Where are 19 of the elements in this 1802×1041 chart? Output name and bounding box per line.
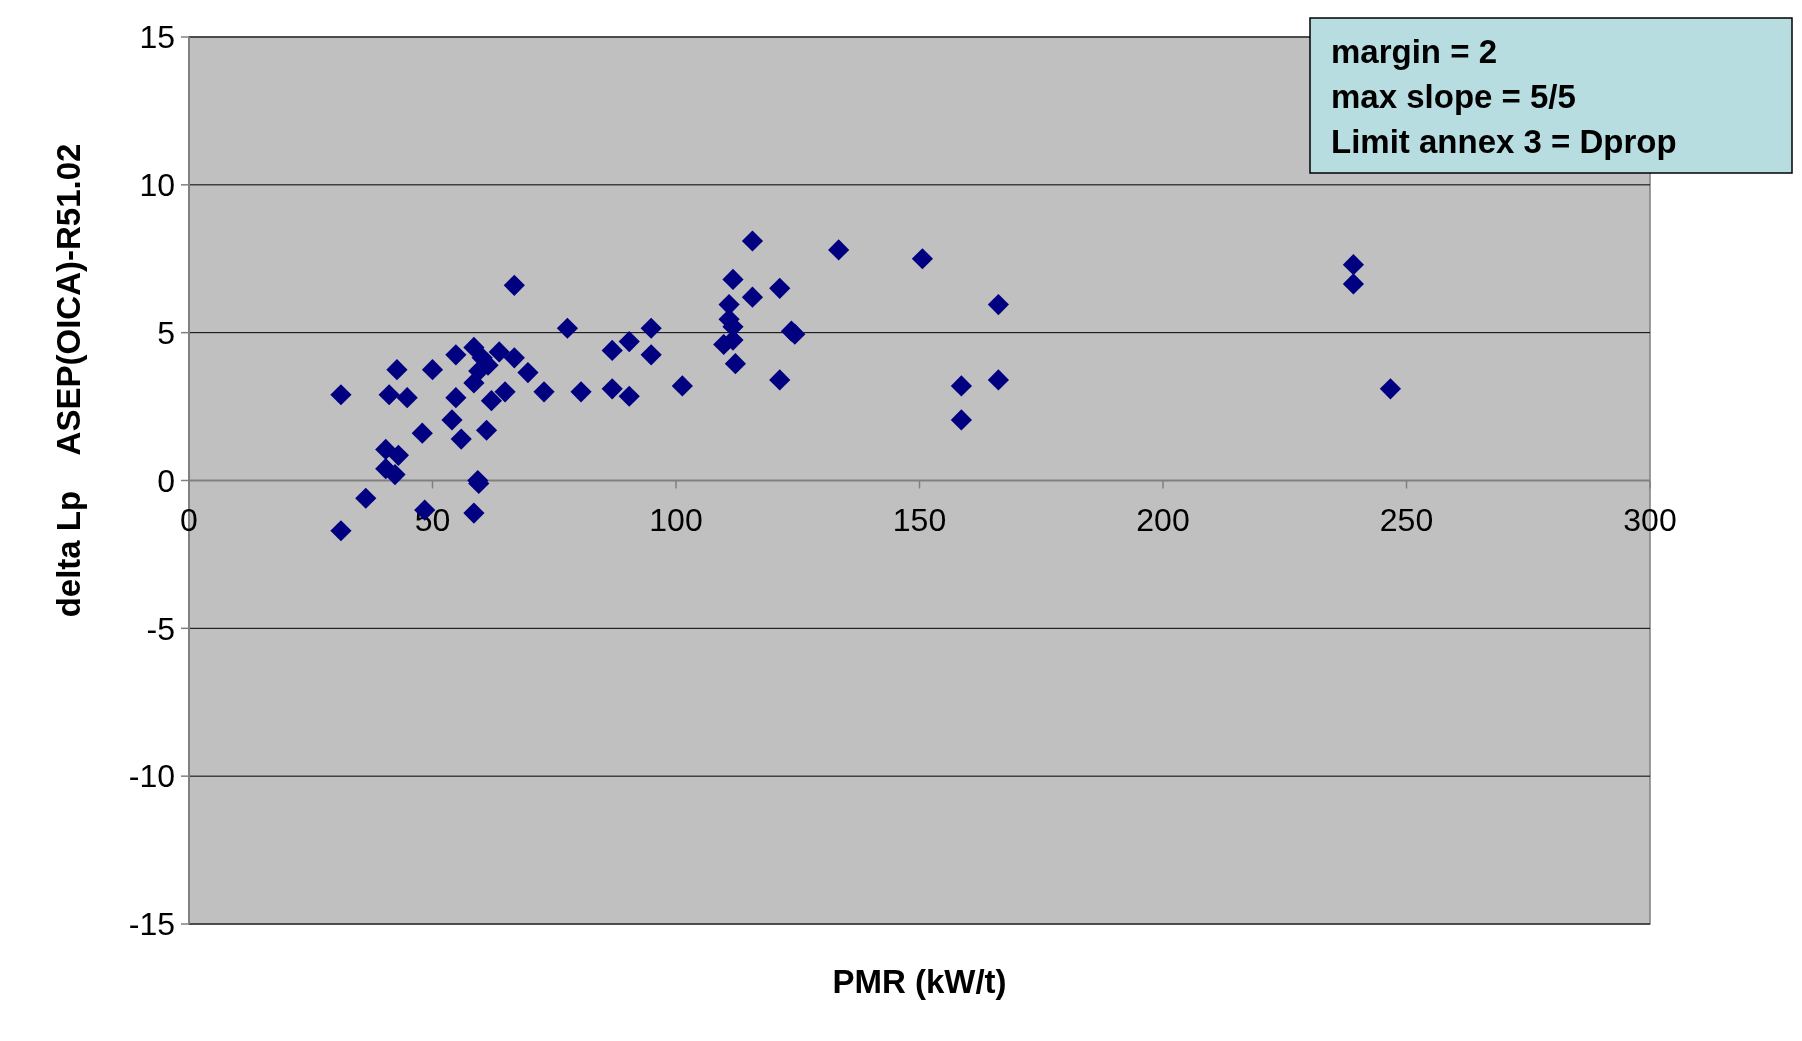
annotation: Limit annex 3 = Dprop <box>1331 123 1677 160</box>
annotation: margin = 2 <box>1331 33 1497 70</box>
x-axis-title: PMR (kW/t) <box>832 963 1007 1000</box>
x-tick-label: 100 <box>649 501 703 538</box>
text-box: margin = 2 max slope = 5/5 Limit annex 3 = Dprop <box>1309 17 1793 174</box>
y-axis-title: delta Lp ASEP(OICA)-R51.02 <box>50 143 87 618</box>
y-tick-label: 10 <box>139 167 175 204</box>
x-tick-label: 150 <box>892 501 947 538</box>
x-tick-label: 250 <box>1379 501 1434 538</box>
x-tick-label: 300 <box>1623 501 1677 538</box>
y-tick-label: 0 <box>157 462 175 499</box>
y-tick-label: -10 <box>128 758 175 795</box>
y-tick-label: -5 <box>146 610 175 647</box>
y-tick-label: 5 <box>157 314 175 351</box>
annotation: max slope = 5/5 <box>1331 78 1576 115</box>
x-tick-label: 200 <box>1136 501 1190 538</box>
y-tick-label: 15 <box>139 19 175 56</box>
y-tick-label: -15 <box>128 906 175 943</box>
x-tick-label: 0 <box>180 501 198 538</box>
